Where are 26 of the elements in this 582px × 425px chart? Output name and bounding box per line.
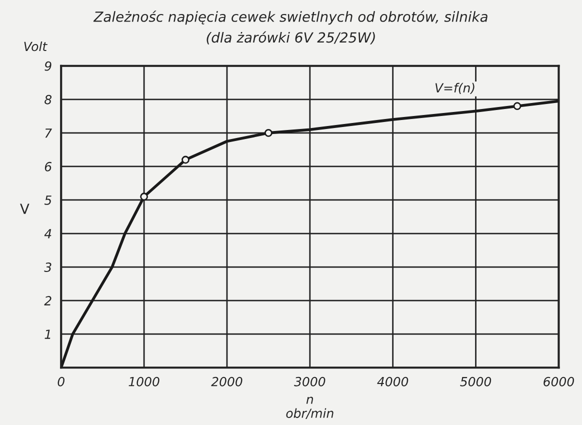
x-tick-label: 2000: [211, 376, 242, 386]
y-tick-label: 2: [44, 296, 52, 306]
point: [513, 102, 522, 110]
y-tick-label: 4: [44, 229, 52, 238]
x-axis-title: n obr/min: [286, 396, 334, 419]
point: [264, 128, 272, 137]
y-axis-title: V: [20, 204, 30, 214]
point: [182, 156, 190, 164]
x-tick-label: 3000: [294, 376, 326, 386]
x-tick-label: 4000: [377, 376, 408, 386]
x-tick-label: 0: [58, 376, 64, 386]
y-tick-label: 8: [44, 94, 52, 104]
text: Volt: [24, 42, 48, 52]
chart-subtitle: (dla żarówki 6V 25/25W): [206, 31, 375, 44]
x-tick-label: 6000: [544, 376, 574, 386]
y-tick-label: 9: [44, 61, 52, 71]
x-tick-label: 5000: [460, 376, 492, 386]
y-tick-label: 3: [44, 262, 52, 272]
y-tick-label: 6: [44, 162, 52, 172]
series-label: V=f(n): [435, 82, 474, 94]
chart-title: Zależnośc napięcia cewek swietlnych od obrotów, silnika: [93, 10, 488, 25]
y-tick-label: 1: [44, 330, 50, 339]
y-tick-label: 7: [45, 128, 52, 138]
point: [140, 192, 148, 201]
y-tick-label: 5: [44, 196, 52, 205]
x-tick-label: 1000: [128, 376, 160, 386]
